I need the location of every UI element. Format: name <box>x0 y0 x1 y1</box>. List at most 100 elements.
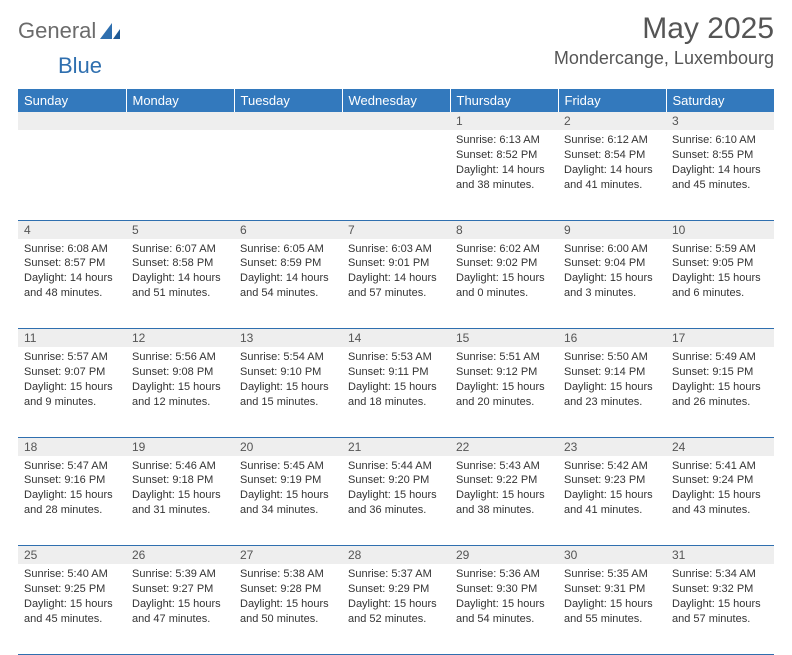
weekday-header: Monday <box>126 89 234 112</box>
day-number: 18 <box>18 437 126 456</box>
day-cell: Sunrise: 5:43 AMSunset: 9:22 PMDaylight:… <box>450 456 558 546</box>
day-cell: Sunrise: 5:50 AMSunset: 9:14 PMDaylight:… <box>558 347 666 437</box>
daylight-text-2: and 15 minutes. <box>240 395 336 410</box>
daylight-text-1: Daylight: 14 hours <box>348 271 444 286</box>
sunset-text: Sunset: 9:29 PM <box>348 582 444 597</box>
weekday-header: Saturday <box>666 89 774 112</box>
sunset-text: Sunset: 9:05 PM <box>672 256 768 271</box>
sunset-text: Sunset: 9:04 PM <box>564 256 660 271</box>
day-cell: Sunrise: 5:54 AMSunset: 9:10 PMDaylight:… <box>234 347 342 437</box>
day-cell: Sunrise: 6:13 AMSunset: 8:52 PMDaylight:… <box>450 130 558 220</box>
day-number: 14 <box>342 329 450 348</box>
day-cell: Sunrise: 5:45 AMSunset: 9:19 PMDaylight:… <box>234 456 342 546</box>
week-row: Sunrise: 6:13 AMSunset: 8:52 PMDaylight:… <box>18 130 774 220</box>
daynum-row: 25262728293031 <box>18 546 774 565</box>
weekday-header: Tuesday <box>234 89 342 112</box>
daylight-text-1: Daylight: 15 hours <box>132 380 228 395</box>
sunrise-text: Sunrise: 5:57 AM <box>24 350 120 365</box>
sunset-text: Sunset: 9:28 PM <box>240 582 336 597</box>
day-number <box>126 112 234 130</box>
sunset-text: Sunset: 9:20 PM <box>348 473 444 488</box>
daylight-text-2: and 41 minutes. <box>564 178 660 193</box>
daylight-text-2: and 55 minutes. <box>564 612 660 627</box>
daylight-text-1: Daylight: 15 hours <box>132 597 228 612</box>
daylight-text-2: and 3 minutes. <box>564 286 660 301</box>
day-number <box>234 112 342 130</box>
day-number: 29 <box>450 546 558 565</box>
sunset-text: Sunset: 8:52 PM <box>456 148 552 163</box>
daylight-text-1: Daylight: 15 hours <box>24 597 120 612</box>
day-cell: Sunrise: 5:56 AMSunset: 9:08 PMDaylight:… <box>126 347 234 437</box>
daylight-text-2: and 57 minutes. <box>348 286 444 301</box>
day-number: 23 <box>558 437 666 456</box>
daylight-text-2: and 6 minutes. <box>672 286 768 301</box>
sunset-text: Sunset: 9:14 PM <box>564 365 660 380</box>
daylight-text-1: Daylight: 15 hours <box>456 488 552 503</box>
day-number: 21 <box>342 437 450 456</box>
day-cell: Sunrise: 6:00 AMSunset: 9:04 PMDaylight:… <box>558 239 666 329</box>
daylight-text-1: Daylight: 15 hours <box>564 271 660 286</box>
sunset-text: Sunset: 9:01 PM <box>348 256 444 271</box>
daylight-text-2: and 26 minutes. <box>672 395 768 410</box>
daylight-text-2: and 54 minutes. <box>240 286 336 301</box>
daylight-text-1: Daylight: 15 hours <box>240 488 336 503</box>
day-number: 6 <box>234 220 342 239</box>
daylight-text-1: Daylight: 15 hours <box>24 380 120 395</box>
day-cell: Sunrise: 5:47 AMSunset: 9:16 PMDaylight:… <box>18 456 126 546</box>
location: Mondercange, Luxembourg <box>554 48 774 69</box>
daynum-row: 45678910 <box>18 220 774 239</box>
sunrise-text: Sunrise: 5:39 AM <box>132 567 228 582</box>
day-cell: Sunrise: 5:35 AMSunset: 9:31 PMDaylight:… <box>558 564 666 654</box>
sunrise-text: Sunrise: 6:07 AM <box>132 242 228 257</box>
sunset-text: Sunset: 9:07 PM <box>24 365 120 380</box>
day-cell: Sunrise: 5:53 AMSunset: 9:11 PMDaylight:… <box>342 347 450 437</box>
daylight-text-2: and 45 minutes. <box>672 178 768 193</box>
sunrise-text: Sunrise: 5:51 AM <box>456 350 552 365</box>
week-row: Sunrise: 5:47 AMSunset: 9:16 PMDaylight:… <box>18 456 774 546</box>
day-cell: Sunrise: 5:46 AMSunset: 9:18 PMDaylight:… <box>126 456 234 546</box>
daylight-text-2: and 45 minutes. <box>24 612 120 627</box>
day-number: 24 <box>666 437 774 456</box>
day-cell: Sunrise: 5:44 AMSunset: 9:20 PMDaylight:… <box>342 456 450 546</box>
day-number: 4 <box>18 220 126 239</box>
day-number: 10 <box>666 220 774 239</box>
sunset-text: Sunset: 9:16 PM <box>24 473 120 488</box>
day-cell: Sunrise: 5:41 AMSunset: 9:24 PMDaylight:… <box>666 456 774 546</box>
month-title: May 2025 <box>554 12 774 46</box>
daylight-text-1: Daylight: 15 hours <box>672 271 768 286</box>
daylight-text-1: Daylight: 15 hours <box>132 488 228 503</box>
daylight-text-2: and 23 minutes. <box>564 395 660 410</box>
sunrise-text: Sunrise: 6:12 AM <box>564 133 660 148</box>
daylight-text-2: and 38 minutes. <box>456 503 552 518</box>
daylight-text-1: Daylight: 15 hours <box>456 380 552 395</box>
daylight-text-2: and 20 minutes. <box>456 395 552 410</box>
sunset-text: Sunset: 8:57 PM <box>24 256 120 271</box>
day-number: 8 <box>450 220 558 239</box>
calendar-table: Sunday Monday Tuesday Wednesday Thursday… <box>18 89 774 655</box>
day-number: 30 <box>558 546 666 565</box>
sunrise-text: Sunrise: 5:54 AM <box>240 350 336 365</box>
sunset-text: Sunset: 9:10 PM <box>240 365 336 380</box>
day-number: 11 <box>18 329 126 348</box>
day-cell: Sunrise: 5:34 AMSunset: 9:32 PMDaylight:… <box>666 564 774 654</box>
daylight-text-2: and 0 minutes. <box>456 286 552 301</box>
daylight-text-1: Daylight: 14 hours <box>564 163 660 178</box>
sunrise-text: Sunrise: 6:10 AM <box>672 133 768 148</box>
day-number: 1 <box>450 112 558 130</box>
daylight-text-2: and 9 minutes. <box>24 395 120 410</box>
daylight-text-2: and 34 minutes. <box>240 503 336 518</box>
daylight-text-1: Daylight: 15 hours <box>564 380 660 395</box>
day-number <box>18 112 126 130</box>
day-cell: Sunrise: 6:12 AMSunset: 8:54 PMDaylight:… <box>558 130 666 220</box>
day-cell: Sunrise: 5:49 AMSunset: 9:15 PMDaylight:… <box>666 347 774 437</box>
sunrise-text: Sunrise: 5:56 AM <box>132 350 228 365</box>
daylight-text-2: and 41 minutes. <box>564 503 660 518</box>
daylight-text-2: and 54 minutes. <box>456 612 552 627</box>
sunset-text: Sunset: 8:58 PM <box>132 256 228 271</box>
day-cell: Sunrise: 5:37 AMSunset: 9:29 PMDaylight:… <box>342 564 450 654</box>
day-cell: Sunrise: 6:02 AMSunset: 9:02 PMDaylight:… <box>450 239 558 329</box>
daylight-text-1: Daylight: 15 hours <box>240 380 336 395</box>
daylight-text-1: Daylight: 15 hours <box>456 271 552 286</box>
daylight-text-2: and 28 minutes. <box>24 503 120 518</box>
sunset-text: Sunset: 9:25 PM <box>24 582 120 597</box>
